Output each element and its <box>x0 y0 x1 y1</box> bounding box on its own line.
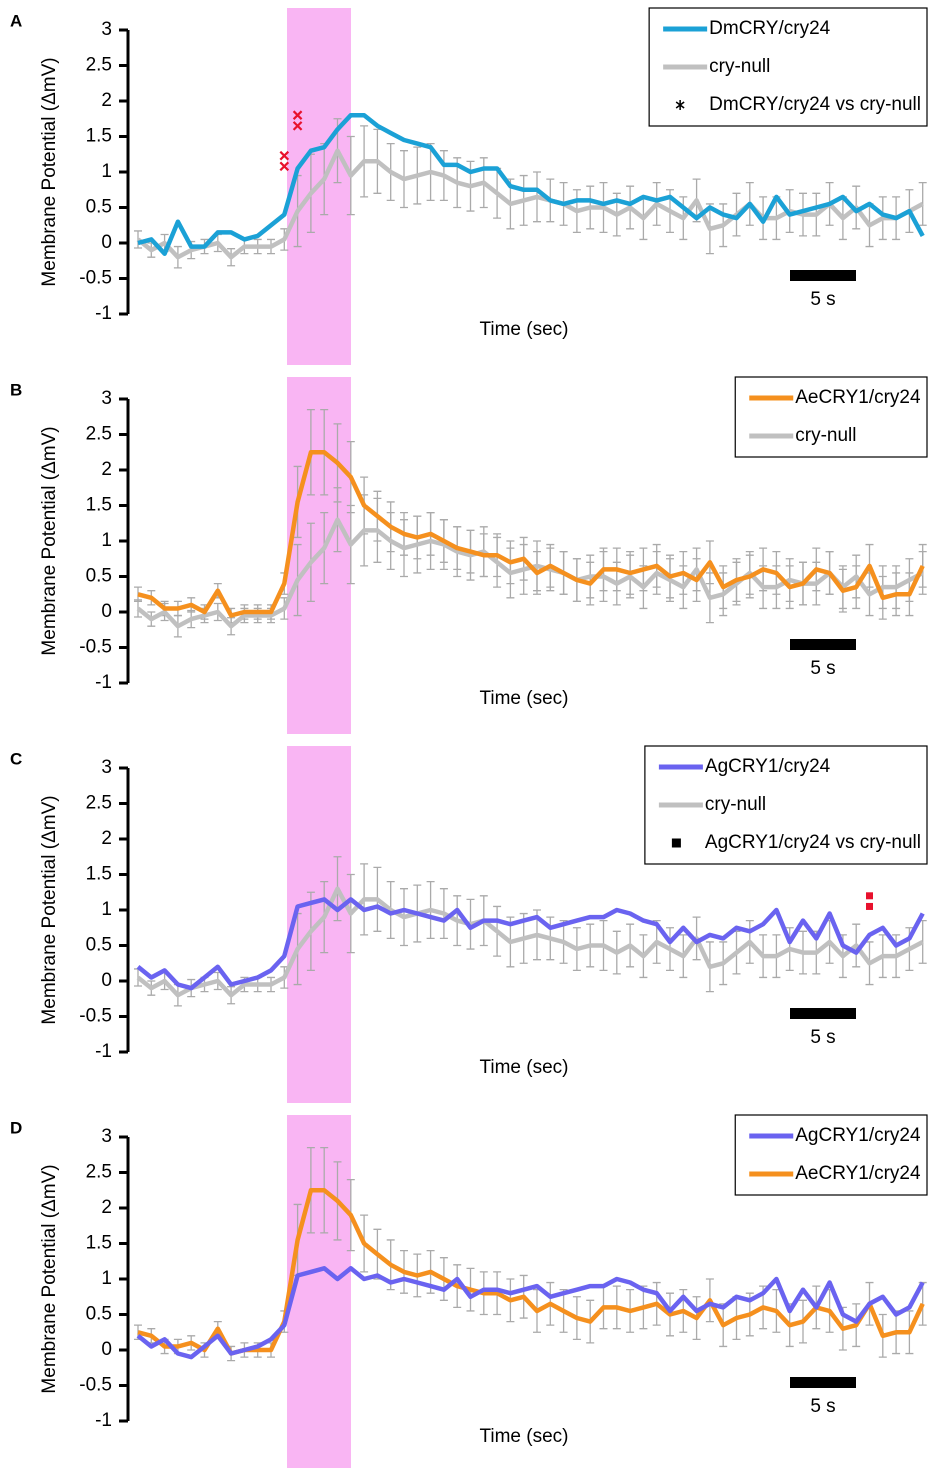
legend-marker <box>671 838 681 848</box>
y-tick-label: 2.5 <box>86 55 112 76</box>
legend-label: cry-null <box>709 56 770 77</box>
legend-label: cry-null <box>705 794 766 815</box>
y-tick-label: 2.5 <box>86 1162 112 1183</box>
scale-bar-label: 5 s <box>810 1027 835 1048</box>
legend: AeCRY1/cry24 cry-null <box>734 376 928 458</box>
legend-label: cry-null <box>795 425 856 446</box>
y-tick-label: 2 <box>101 1197 112 1218</box>
y-tick-label: 1.5 <box>86 1233 112 1254</box>
y-tick-label: 0.5 <box>86 566 112 587</box>
legend: AgCRY1/cry24 cry-null AgCRY1/cry24 vs cry-… <box>644 745 928 865</box>
y-tick-label: 1.5 <box>86 864 112 885</box>
y-tick-label: 2.5 <box>86 793 112 814</box>
series-line <box>137 1188 925 1356</box>
y-axis-label: Membrane Potential (ΔmV) <box>39 1164 60 1393</box>
x-axis-label: Time (sec) <box>479 1057 568 1078</box>
y-tick-label: 0.5 <box>86 1304 112 1325</box>
panel-label: D <box>10 1118 22 1137</box>
legend-label: DmCRY/cry24 vs cry-null <box>709 94 921 115</box>
y-tick-label: -1 <box>95 672 112 693</box>
y-tick-label: 0 <box>101 232 112 253</box>
x-axis-label: Time (sec) <box>479 688 568 709</box>
y-tick-label: -0.5 <box>79 268 112 289</box>
legend: DmCRY/cry24 cry-null DmCRY/cry24 vs cry-nu… <box>648 7 928 127</box>
scale-bar-label: 5 s <box>810 289 835 310</box>
y-axis-label: Membrane Potential (ΔmV) <box>39 795 60 1024</box>
scale-bar <box>790 1377 856 1388</box>
y-tick-label: 0.5 <box>86 197 112 218</box>
legend-marker <box>675 100 685 110</box>
y-axis-label: Membrane Potential (ΔmV) <box>39 57 60 286</box>
light-stimulus <box>287 1115 351 1468</box>
y-tick-label: -0.5 <box>79 1375 112 1396</box>
significance-marker <box>866 892 873 900</box>
series-line <box>136 148 924 260</box>
legend-label: AgCRY1/cry24 <box>705 756 831 777</box>
y-tick-label: 1.5 <box>86 495 112 516</box>
series-line <box>136 1266 925 1360</box>
legend-label: AeCRY1/cry24 <box>795 387 921 408</box>
error-bar <box>918 551 927 595</box>
y-tick-label: 2 <box>101 90 112 111</box>
legend-label: DmCRY/cry24 <box>709 18 830 39</box>
y-tick-label: 2 <box>101 459 112 480</box>
error-bar <box>134 599 142 618</box>
y-tick-label: -0.5 <box>79 1006 112 1027</box>
panel-label: B <box>10 380 22 399</box>
y-tick-label: -0.5 <box>79 637 112 658</box>
x-axis-label: Time (sec) <box>479 319 568 340</box>
y-tick-label: 2.5 <box>86 424 112 445</box>
y-tick-label: 3 <box>101 1126 112 1147</box>
panel-label: A <box>10 11 22 30</box>
scale-bar-label: 5 s <box>810 1396 835 1417</box>
y-tick-label: -1 <box>95 303 112 324</box>
y-axis-label: Membrane Potential (ΔmV) <box>39 426 60 655</box>
series-line <box>137 450 925 618</box>
significance-marker <box>279 161 290 172</box>
panel-label: C <box>10 749 22 768</box>
scale-bar <box>790 270 856 281</box>
series-line <box>137 112 925 256</box>
significance-marker <box>866 902 873 910</box>
y-tick-label: 2 <box>101 828 112 849</box>
legend: AgCRY1/cry24 AeCRY1/cry24 <box>734 1114 928 1196</box>
y-tick-label: 1.5 <box>86 126 112 147</box>
y-tick-label: 0.5 <box>86 935 112 956</box>
y-tick-label: 0 <box>101 970 112 991</box>
x-axis-label: Time (sec) <box>479 1426 568 1447</box>
y-tick-label: 3 <box>101 19 112 40</box>
legend-box <box>734 376 928 458</box>
significance-marker <box>292 121 303 131</box>
significance-marker <box>279 150 290 161</box>
legend-label: AeCRY1/cry24 <box>795 1163 921 1184</box>
y-tick-label: -1 <box>95 1041 112 1062</box>
y-tick-label: 3 <box>101 757 112 778</box>
y-tick-label: 0 <box>101 601 112 622</box>
y-tick-label: 3 <box>101 388 112 409</box>
y-tick-label: 0 <box>101 1339 112 1360</box>
legend-box <box>734 1114 928 1196</box>
y-tick-label: 1 <box>101 1268 112 1289</box>
scale-bar <box>790 639 856 650</box>
scale-bar <box>790 1008 856 1019</box>
series-line <box>136 897 925 991</box>
legend-label: AgCRY1/cry24 <box>795 1125 921 1146</box>
y-tick-label: 1 <box>101 530 112 551</box>
legend-label: AgCRY1/cry24 vs cry-null <box>705 832 921 853</box>
y-tick-label: 1 <box>101 899 112 920</box>
series-line <box>136 886 924 998</box>
scale-bar-label: 5 s <box>810 658 835 679</box>
y-tick-label: 1 <box>101 161 112 182</box>
significance-marker <box>292 110 303 120</box>
y-tick-label: -1 <box>95 1410 112 1431</box>
